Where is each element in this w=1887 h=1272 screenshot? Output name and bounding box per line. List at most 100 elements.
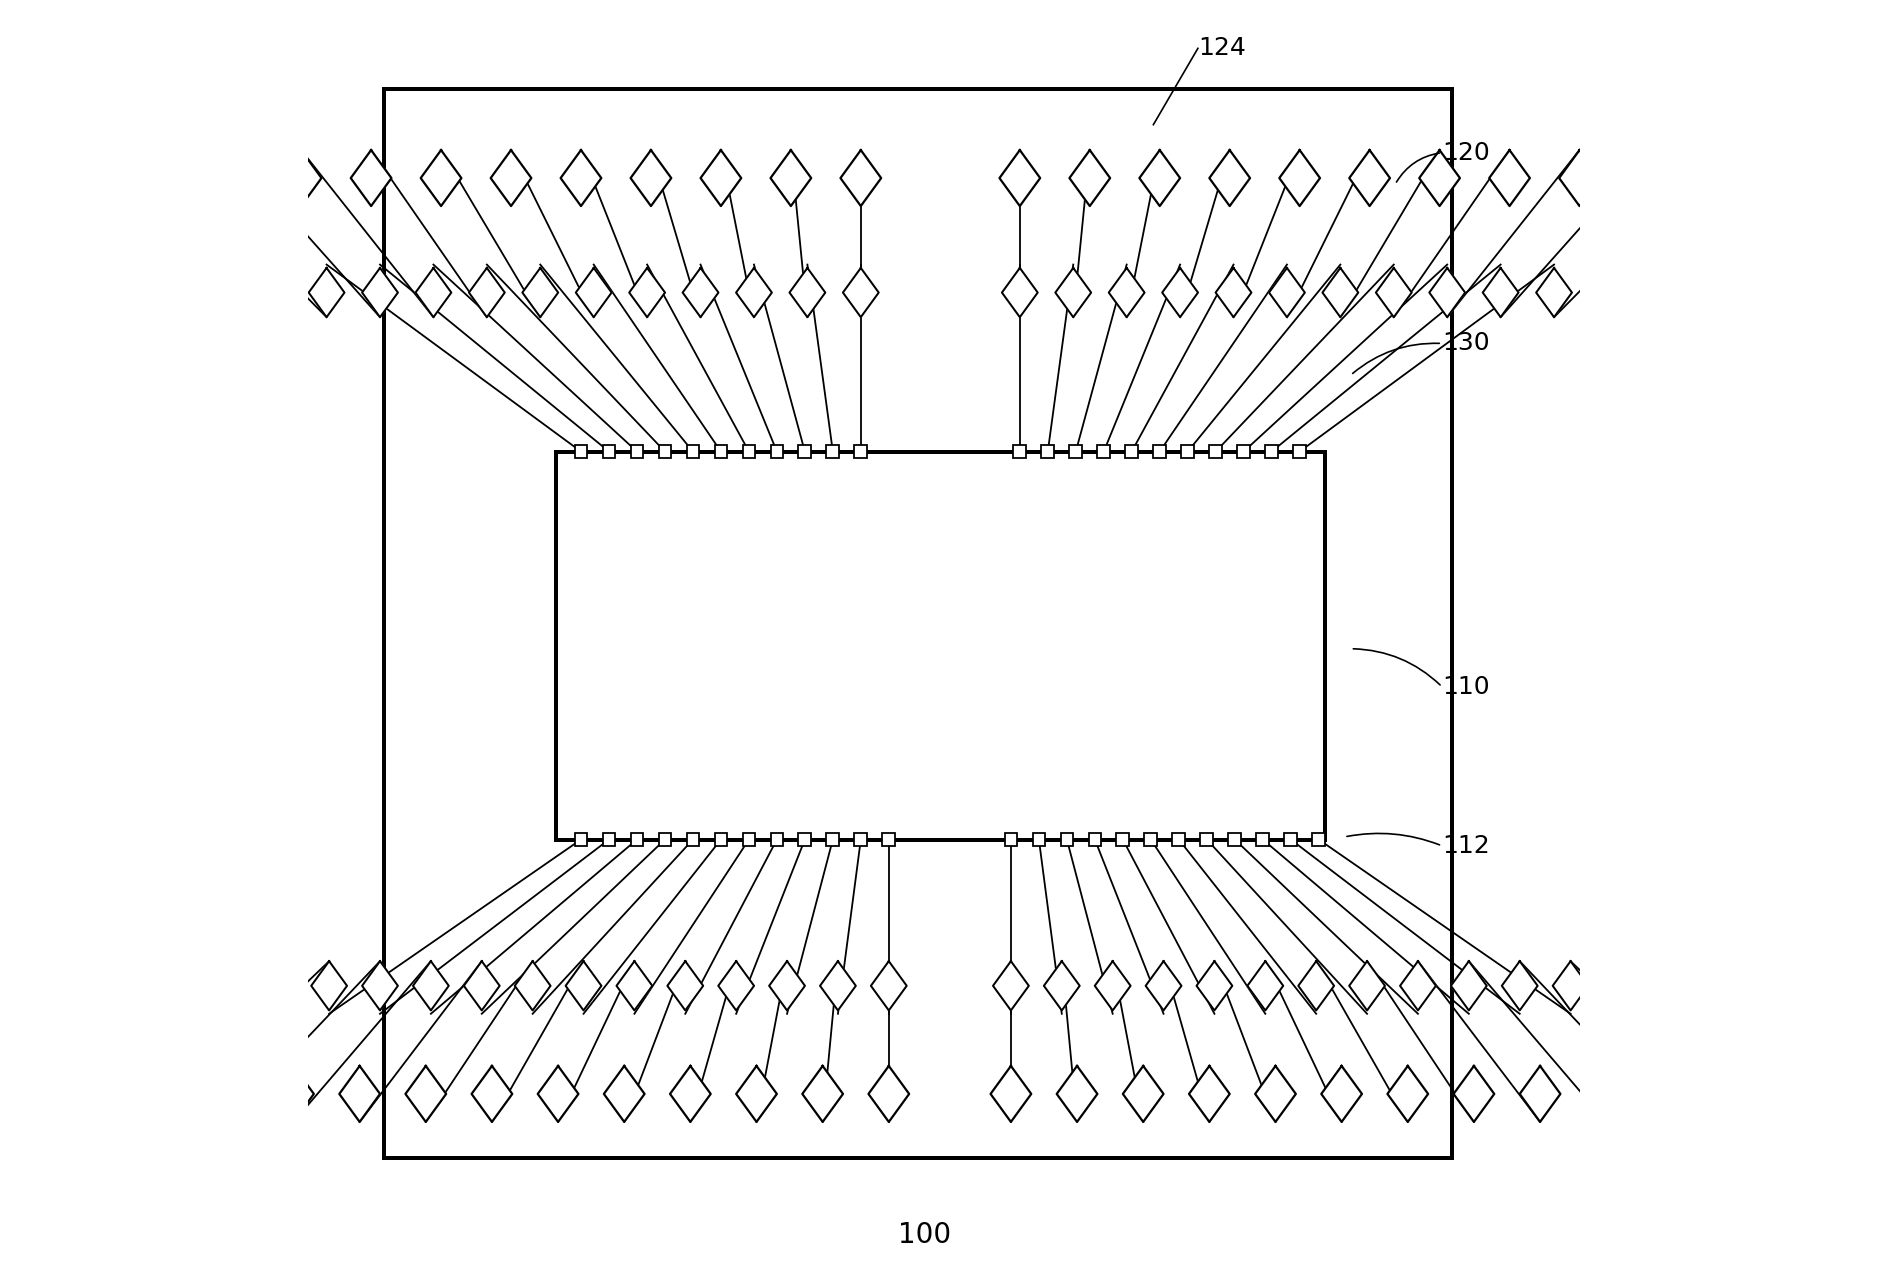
- Polygon shape: [1483, 268, 1519, 317]
- Text: 130: 130: [1442, 332, 1489, 355]
- Polygon shape: [840, 150, 881, 206]
- Bar: [1098, 445, 1110, 458]
- Polygon shape: [1553, 962, 1589, 1010]
- Polygon shape: [1349, 150, 1391, 206]
- Polygon shape: [802, 1066, 843, 1122]
- Bar: [770, 833, 783, 846]
- Text: 112: 112: [1442, 834, 1491, 857]
- Bar: [1293, 445, 1306, 458]
- Bar: [742, 445, 755, 458]
- Polygon shape: [515, 962, 551, 1010]
- Polygon shape: [1255, 1066, 1296, 1122]
- Polygon shape: [628, 268, 664, 317]
- Polygon shape: [1489, 150, 1530, 206]
- Bar: [383, 89, 1453, 1158]
- Polygon shape: [538, 1066, 579, 1122]
- Polygon shape: [576, 268, 611, 317]
- Polygon shape: [868, 1066, 910, 1122]
- Bar: [1060, 833, 1074, 846]
- Polygon shape: [683, 268, 719, 317]
- Polygon shape: [991, 1066, 1032, 1122]
- Polygon shape: [821, 962, 857, 1010]
- Polygon shape: [1323, 268, 1359, 317]
- Polygon shape: [668, 962, 704, 1010]
- Bar: [602, 833, 615, 846]
- Bar: [798, 833, 811, 846]
- Polygon shape: [1162, 268, 1198, 317]
- Text: 124: 124: [1198, 37, 1245, 60]
- Bar: [798, 445, 811, 458]
- Polygon shape: [1000, 150, 1040, 206]
- Polygon shape: [311, 962, 347, 1010]
- Polygon shape: [1400, 962, 1436, 1010]
- Bar: [1257, 833, 1270, 846]
- Polygon shape: [1140, 150, 1179, 206]
- Polygon shape: [470, 268, 504, 317]
- Polygon shape: [1451, 962, 1487, 1010]
- Polygon shape: [1719, 1066, 1759, 1122]
- Polygon shape: [142, 1066, 181, 1122]
- Polygon shape: [1055, 268, 1091, 317]
- Bar: [715, 833, 726, 846]
- Bar: [827, 833, 840, 846]
- Polygon shape: [1298, 962, 1334, 1010]
- Polygon shape: [617, 962, 653, 1010]
- Polygon shape: [1279, 150, 1321, 206]
- Polygon shape: [415, 268, 451, 317]
- Polygon shape: [1215, 268, 1251, 317]
- Polygon shape: [700, 150, 742, 206]
- Polygon shape: [843, 268, 879, 317]
- Polygon shape: [736, 1066, 777, 1122]
- Polygon shape: [1651, 1066, 1693, 1122]
- Polygon shape: [789, 268, 825, 317]
- Polygon shape: [770, 962, 806, 1010]
- Bar: [576, 445, 587, 458]
- Polygon shape: [719, 962, 755, 1010]
- Bar: [742, 833, 755, 846]
- Polygon shape: [736, 268, 772, 317]
- Text: 120: 120: [1442, 141, 1491, 164]
- Bar: [1210, 445, 1223, 458]
- Polygon shape: [1145, 962, 1181, 1010]
- Polygon shape: [670, 1066, 711, 1122]
- Polygon shape: [1196, 962, 1232, 1010]
- Text: 110: 110: [1442, 675, 1489, 698]
- Polygon shape: [1044, 962, 1079, 1010]
- Bar: [1238, 445, 1249, 458]
- Polygon shape: [1057, 1066, 1098, 1122]
- Bar: [1285, 833, 1296, 846]
- Bar: [602, 445, 615, 458]
- Polygon shape: [309, 268, 345, 317]
- Polygon shape: [1628, 150, 1670, 206]
- Bar: [1032, 833, 1045, 846]
- Polygon shape: [281, 150, 321, 206]
- Polygon shape: [630, 150, 672, 206]
- Polygon shape: [464, 962, 500, 1010]
- Polygon shape: [406, 1066, 445, 1122]
- Polygon shape: [1210, 150, 1249, 206]
- Polygon shape: [872, 962, 908, 1010]
- Bar: [1089, 833, 1102, 846]
- Bar: [659, 833, 672, 846]
- Polygon shape: [1387, 1066, 1428, 1122]
- Polygon shape: [1419, 150, 1461, 206]
- Bar: [855, 833, 868, 846]
- Polygon shape: [1070, 150, 1110, 206]
- Polygon shape: [421, 150, 462, 206]
- Bar: [576, 833, 587, 846]
- Polygon shape: [1349, 962, 1385, 1010]
- Bar: [687, 833, 700, 846]
- Bar: [1117, 833, 1128, 846]
- Polygon shape: [993, 962, 1028, 1010]
- Polygon shape: [1123, 1066, 1164, 1122]
- Bar: [855, 445, 868, 458]
- Polygon shape: [1270, 268, 1304, 317]
- Polygon shape: [1428, 268, 1464, 317]
- Bar: [659, 445, 672, 458]
- Polygon shape: [1698, 150, 1740, 206]
- Polygon shape: [1002, 268, 1038, 317]
- Polygon shape: [472, 1066, 511, 1122]
- Polygon shape: [362, 962, 398, 1010]
- Polygon shape: [1247, 962, 1283, 1010]
- Bar: [1181, 445, 1194, 458]
